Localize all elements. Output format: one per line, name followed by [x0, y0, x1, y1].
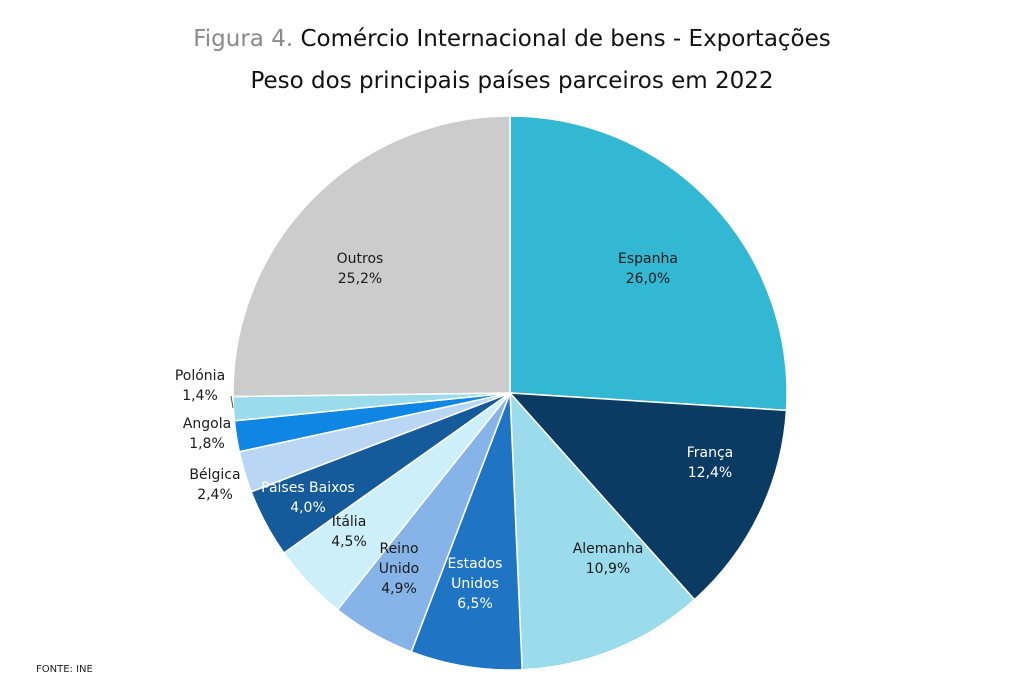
pie-slice-estados-unidos: [410, 392, 523, 671]
slice-label-polónia: Polónia 1,4%: [175, 368, 225, 404]
pie-slice-espanha: [509, 115, 788, 412]
slice-label-itália: Itália 4,5%: [331, 514, 367, 550]
pie-slice-alemanha: [509, 390, 696, 671]
pie-slice-outros: [232, 115, 511, 398]
slice-label-espanha: Espanha 26,0%: [618, 251, 678, 287]
figure-number: Figura 4.: [193, 26, 294, 52]
chart-title: Figura 4. Comércio Internacional de bens…: [0, 26, 1024, 52]
source-note: FONTE: INE: [36, 664, 93, 675]
slice-label-alemanha: Alemanha 10,9%: [573, 541, 644, 577]
slice-label-frança: França 12,4%: [687, 445, 734, 481]
slice-label-angola: Angola 1,8%: [183, 416, 231, 452]
chart-title-text: Comércio Internacional de bens - Exporta…: [300, 26, 831, 52]
slice-label-países-baixos: Países Baixos 4,0%: [261, 480, 355, 516]
chart-subtitle: Peso dos principais países parceiros em …: [250, 68, 774, 94]
polonia-leader-line: [230, 395, 234, 409]
slice-label-bélgica: Bélgica 2,4%: [189, 467, 240, 503]
pie-slice-frança: [508, 392, 788, 601]
slice-label-estados-unidos: Estados Unidos 6,5%: [448, 556, 503, 612]
slice-label-reino-unido: Reino Unido 4,9%: [379, 541, 419, 597]
slice-label-outros: Outros 25,2%: [337, 251, 384, 287]
